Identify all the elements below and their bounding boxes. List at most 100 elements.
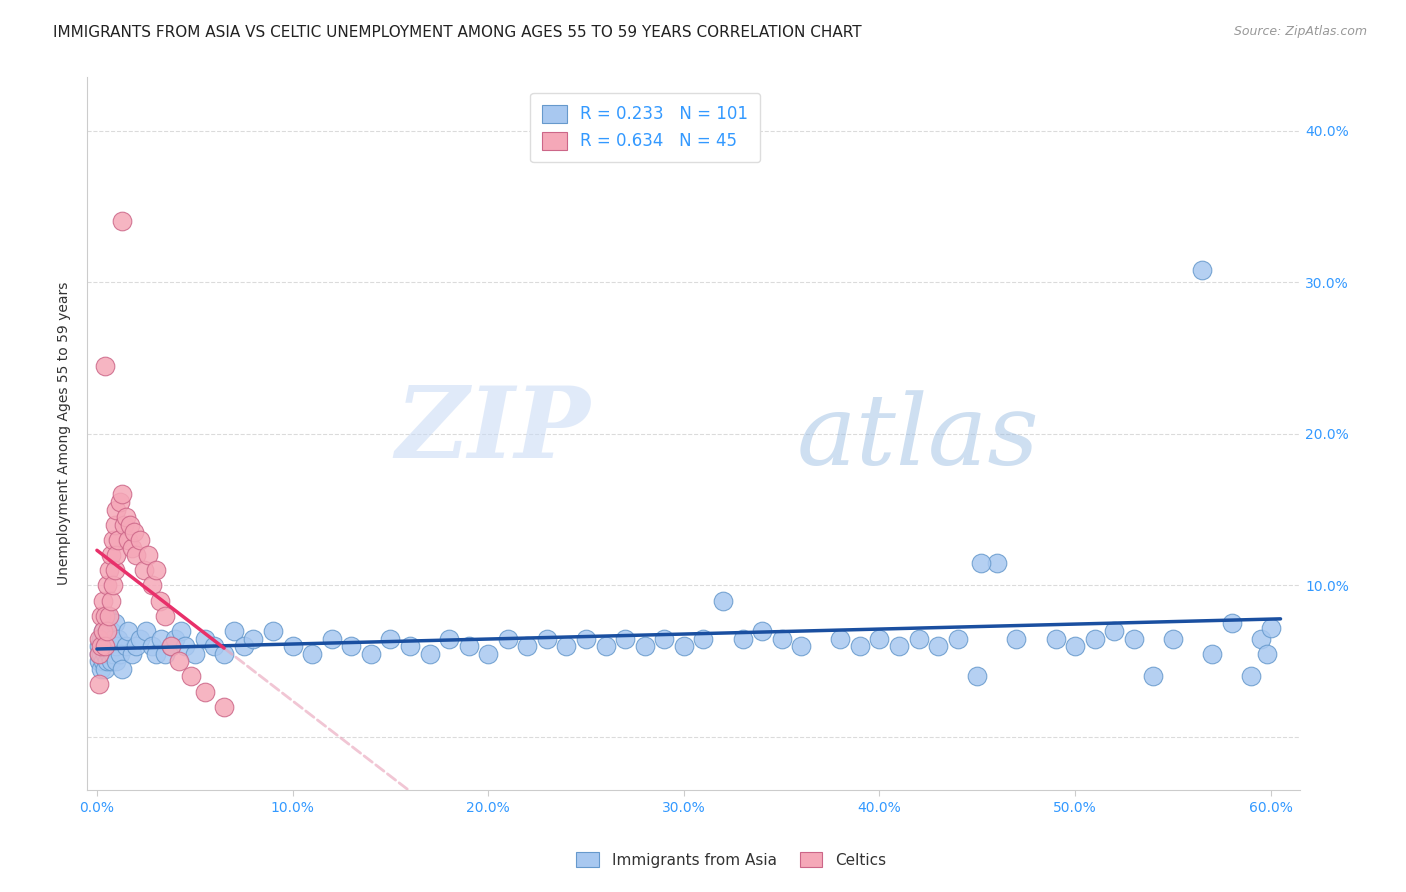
Point [107, 533, 129, 547]
Point [155, 608, 177, 623]
Point [90, 608, 112, 623]
Point [97, 563, 120, 577]
Point [887, 639, 910, 653]
Point [105, 654, 128, 668]
Point [927, 639, 949, 653]
Point [232, 639, 254, 653]
Point [281, 639, 304, 653]
Point [87, 647, 110, 661]
Point [1064, 639, 1087, 653]
Point [148, 593, 170, 607]
Y-axis label: Unemployment Among Ages 55 to 59 years: Unemployment Among Ages 55 to 59 years [58, 282, 72, 585]
Point [1102, 624, 1125, 638]
Point [1250, 632, 1272, 646]
Point [120, 517, 142, 532]
Point [477, 647, 499, 661]
Point [1045, 632, 1067, 646]
Point [193, 684, 215, 698]
Point [94, 639, 117, 653]
Point [112, 517, 135, 532]
Point [145, 647, 167, 661]
Point [100, 548, 122, 562]
Point [212, 699, 235, 714]
Point [155, 647, 177, 661]
Point [141, 578, 163, 592]
Point [1161, 632, 1184, 646]
Point [90, 639, 112, 653]
Point [399, 639, 422, 653]
Point [652, 632, 675, 646]
Point [97, 608, 120, 623]
Point [87, 654, 110, 668]
Point [101, 647, 124, 661]
Point [1240, 669, 1263, 683]
Point [110, 647, 132, 661]
Point [129, 632, 152, 646]
Point [91, 654, 114, 668]
Point [672, 639, 695, 653]
Point [790, 639, 813, 653]
Point [103, 563, 125, 577]
Point [751, 624, 773, 638]
Legend: R = 0.233   N = 101, R = 0.634   N = 45: R = 0.233 N = 101, R = 0.634 N = 45 [530, 93, 759, 162]
Point [132, 563, 155, 577]
Point [96, 624, 118, 638]
Point [360, 647, 382, 661]
Point [202, 639, 225, 653]
Point [575, 632, 598, 646]
Point [87, 639, 110, 653]
Point [129, 533, 152, 547]
Point [141, 639, 163, 653]
Point [103, 616, 125, 631]
Point [122, 525, 145, 540]
Point [105, 548, 128, 562]
Point [110, 495, 132, 509]
Point [100, 624, 122, 638]
Point [94, 608, 117, 623]
Point [174, 639, 197, 653]
Point [595, 639, 617, 653]
Point [380, 632, 402, 646]
Point [91, 624, 114, 638]
Point [115, 510, 138, 524]
Point [107, 632, 129, 646]
Point [96, 608, 118, 623]
Point [184, 647, 207, 661]
Point [121, 541, 143, 555]
Point [96, 639, 118, 653]
Point [145, 563, 167, 577]
Point [105, 502, 128, 516]
Point [1220, 616, 1243, 631]
Point [869, 632, 891, 646]
Point [970, 556, 993, 570]
Point [418, 647, 440, 661]
Point [1260, 621, 1282, 635]
Point [97, 647, 120, 661]
Legend: Immigrants from Asia, Celtics: Immigrants from Asia, Celtics [571, 846, 891, 873]
Point [212, 647, 235, 661]
Point [101, 533, 124, 547]
Point [87, 677, 110, 691]
Point [437, 632, 460, 646]
Point [97, 632, 120, 646]
Point [907, 632, 929, 646]
Point [111, 662, 134, 676]
Point [125, 548, 148, 562]
Point [1122, 632, 1144, 646]
Point [94, 632, 117, 646]
Point [100, 593, 122, 607]
Point [457, 639, 479, 653]
Point [1084, 632, 1107, 646]
Point [105, 639, 128, 653]
Text: Source: ZipAtlas.com: Source: ZipAtlas.com [1233, 25, 1367, 38]
Point [321, 632, 343, 646]
Point [770, 632, 793, 646]
Point [101, 632, 124, 646]
Text: IMMIGRANTS FROM ASIA VS CELTIC UNEMPLOYMENT AMONG AGES 55 TO 59 YEARS CORRELATIO: IMMIGRANTS FROM ASIA VS CELTIC UNEMPLOYM… [53, 25, 862, 40]
Point [125, 639, 148, 653]
Point [849, 639, 872, 653]
Point [1142, 669, 1164, 683]
Point [160, 639, 183, 653]
Point [121, 647, 143, 661]
Point [100, 654, 122, 668]
